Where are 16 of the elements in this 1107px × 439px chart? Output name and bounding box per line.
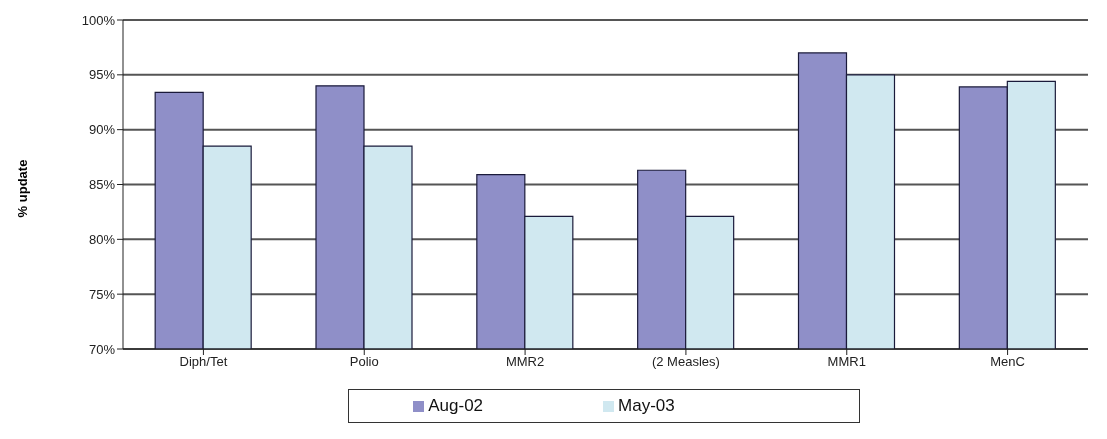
y-tick-label: 95% xyxy=(88,67,116,83)
y-tick-label: 90% xyxy=(88,122,116,138)
y-tick-label: 85% xyxy=(88,177,116,193)
x-tick-label: MMR1 xyxy=(827,354,866,370)
y-axis-title: % update xyxy=(15,159,31,217)
y-tick-label: 75% xyxy=(88,286,116,302)
y-tick-label: 70% xyxy=(88,341,116,357)
x-tick-label: Diph/Tet xyxy=(179,354,228,370)
legend-label: May-03 xyxy=(618,396,675,415)
x-tick-label: Polio xyxy=(349,354,379,370)
y-tick-label: 80% xyxy=(88,231,116,247)
x-tick-label: MMR2 xyxy=(505,354,545,370)
x-tick-label: (2 Measles) xyxy=(651,354,720,370)
y-tick-label: 100% xyxy=(81,12,116,28)
x-tick-label: MenC xyxy=(990,354,1025,370)
legend-label: Aug-02 xyxy=(428,396,484,415)
